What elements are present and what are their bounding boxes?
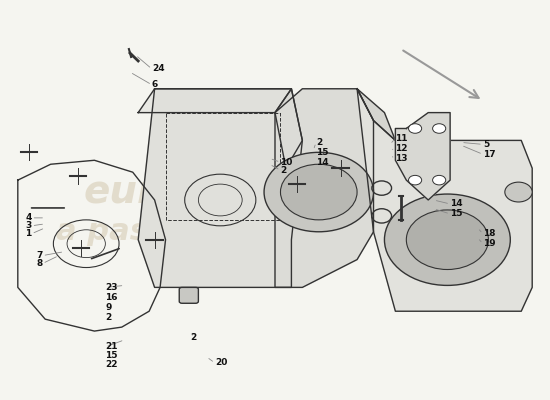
Text: 22: 22 (106, 360, 118, 369)
Circle shape (505, 182, 532, 202)
Text: 17: 17 (483, 150, 496, 159)
Text: 9: 9 (106, 303, 112, 312)
Circle shape (384, 194, 510, 286)
Text: 5: 5 (483, 140, 489, 149)
Circle shape (409, 124, 422, 133)
Text: 14: 14 (316, 158, 329, 167)
Text: 1: 1 (25, 229, 31, 238)
Text: 7: 7 (36, 251, 42, 260)
Circle shape (433, 124, 446, 133)
Text: 2: 2 (316, 138, 322, 147)
Polygon shape (357, 89, 395, 140)
Text: 2: 2 (280, 166, 287, 175)
Text: 10: 10 (280, 158, 293, 167)
Polygon shape (275, 89, 302, 168)
Text: 85: 85 (231, 226, 293, 269)
Circle shape (433, 175, 446, 185)
Polygon shape (395, 113, 450, 200)
Text: 24: 24 (152, 64, 164, 74)
Text: 20: 20 (215, 358, 227, 367)
FancyBboxPatch shape (179, 287, 199, 303)
Circle shape (409, 175, 422, 185)
Text: europ: europ (84, 173, 211, 211)
Text: 15: 15 (316, 148, 328, 157)
Text: 16: 16 (106, 293, 118, 302)
Text: 8: 8 (36, 259, 42, 268)
Text: 14: 14 (450, 200, 463, 208)
Circle shape (406, 210, 488, 270)
Text: 15: 15 (106, 351, 118, 360)
Text: 23: 23 (106, 283, 118, 292)
Text: a pass: a pass (56, 217, 166, 246)
Text: 21: 21 (106, 342, 118, 352)
Circle shape (264, 152, 373, 232)
Polygon shape (138, 89, 292, 113)
Text: 6: 6 (152, 80, 158, 89)
Text: 3: 3 (25, 221, 31, 230)
Text: 4: 4 (25, 213, 31, 222)
Text: 2: 2 (190, 332, 196, 342)
Polygon shape (275, 89, 373, 287)
Text: 13: 13 (395, 154, 408, 163)
Polygon shape (357, 89, 532, 311)
Text: 19: 19 (483, 239, 496, 248)
Text: 12: 12 (395, 144, 408, 153)
Text: 2: 2 (106, 313, 112, 322)
Text: 18: 18 (483, 229, 496, 238)
Polygon shape (138, 89, 302, 287)
Text: 15: 15 (450, 210, 463, 218)
Circle shape (280, 164, 357, 220)
Text: 11: 11 (395, 134, 408, 143)
